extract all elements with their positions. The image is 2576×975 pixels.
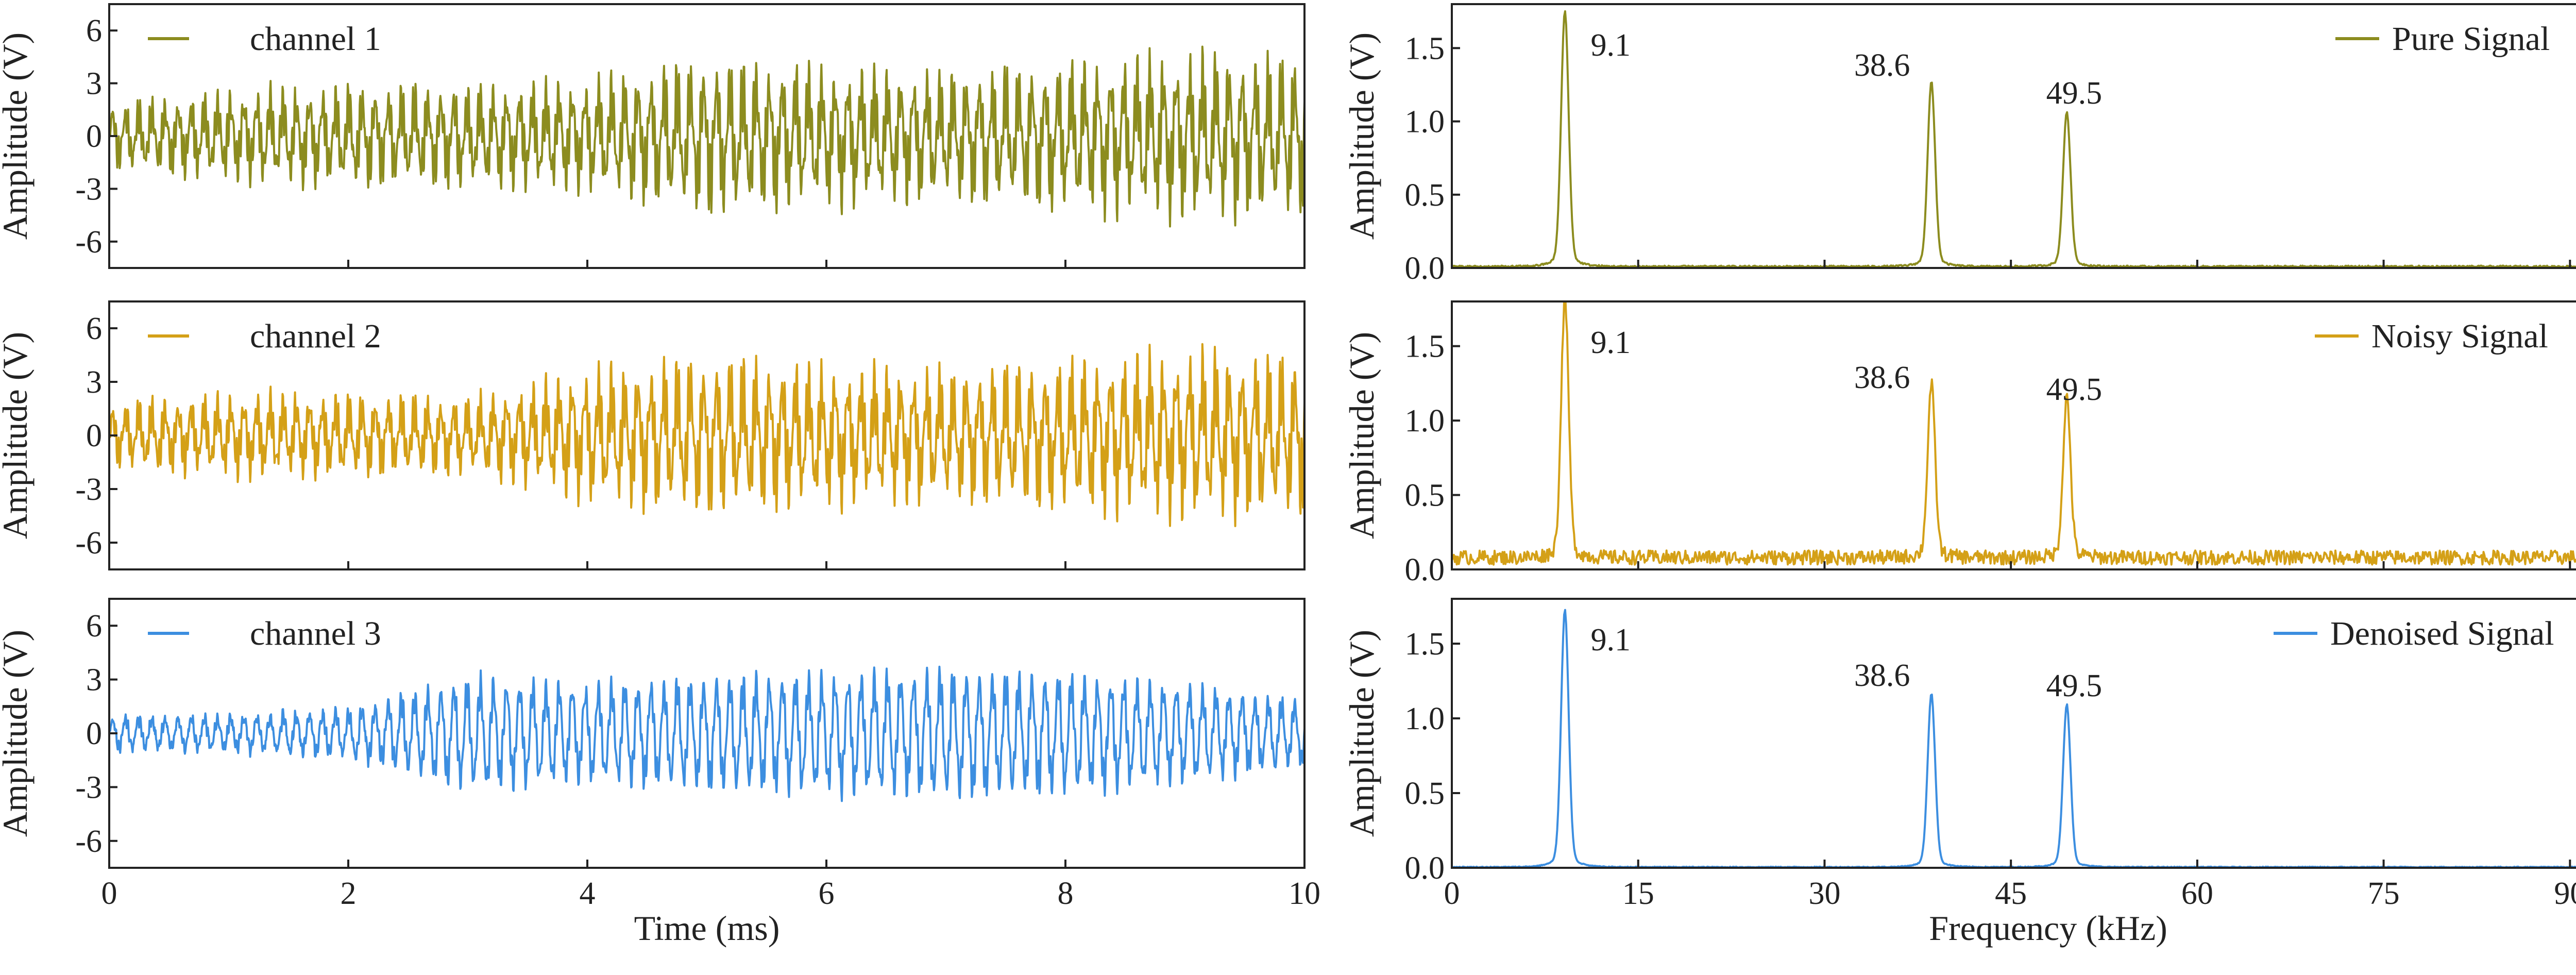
y-tick-label: 0 bbox=[86, 119, 102, 154]
x-tick-label: 60 bbox=[2181, 876, 2213, 911]
legend-label: channel 2 bbox=[250, 317, 381, 355]
plot-frame bbox=[1451, 300, 2576, 570]
y-tick-label: 6 bbox=[86, 13, 102, 48]
legend-label: channel 3 bbox=[250, 615, 381, 652]
plot-frame bbox=[1451, 3, 2576, 269]
peak-label: 49.5 bbox=[2046, 668, 2103, 703]
legend-label: Noisy Signal bbox=[2371, 317, 2548, 355]
subplot-spectrum-2: 1.5 1.0 0.5 0.0 Amplitude (V) Noisy Signal 9.1… bbox=[1342, 300, 2576, 587]
peak-label: 38.6 bbox=[1854, 658, 1910, 693]
y-tick-label: 0.5 bbox=[1405, 178, 1445, 213]
y-tick-label: 0.0 bbox=[1405, 552, 1445, 587]
y-tick-label: 3 bbox=[86, 365, 102, 400]
y-axis-label: Amplitude (V) bbox=[1342, 332, 1381, 539]
y-axis-label: Amplitude (V) bbox=[1342, 32, 1381, 240]
y-tick-label: -3 bbox=[75, 172, 102, 207]
y-tick-label: 6 bbox=[86, 609, 102, 644]
y-axis-label: Amplitude (V) bbox=[0, 32, 35, 240]
subplot-time-1: 6 3 0 -3 -6 Amplitude (V) channel 1 bbox=[0, 3, 1306, 269]
y-tick-label: 0.0 bbox=[1405, 851, 1445, 886]
x-tick-label: 0 bbox=[1444, 876, 1460, 911]
peak-label: 38.6 bbox=[1854, 48, 1910, 83]
plot-frame bbox=[1451, 598, 2576, 869]
y-tick-label: 6 bbox=[86, 311, 102, 346]
x-tick-label: 90 bbox=[2554, 876, 2576, 911]
x-tick-label: 30 bbox=[1808, 876, 1840, 911]
x-tick-label: 10 bbox=[1289, 876, 1320, 911]
y-tick-label: 0.0 bbox=[1405, 251, 1445, 286]
x-tick-label: 0 bbox=[101, 876, 117, 911]
subplot-spectrum-3: 1.5 1.0 0.5 0.00 15 30 45 60 75 90 Amplitude (V) Fr… bbox=[1342, 598, 2576, 948]
x-tick-label: 6 bbox=[819, 876, 835, 911]
y-tick-label: 1.5 bbox=[1405, 31, 1445, 66]
y-axis-label: Amplitude (V) bbox=[1342, 630, 1381, 837]
y-tick-label: 1.0 bbox=[1405, 701, 1445, 736]
legend-label: Pure Signal bbox=[2392, 20, 2550, 58]
legend-label: Denoised Signal bbox=[2330, 615, 2554, 652]
subplot-spectrum-1: 1.5 1.0 0.5 0.0 Amplitude (V) Pure Signal 9.1 3… bbox=[1342, 3, 2576, 286]
y-tick-label: -6 bbox=[75, 824, 102, 859]
x-tick-label: 15 bbox=[1622, 876, 1654, 911]
peak-label: 49.5 bbox=[2046, 76, 2103, 111]
y-tick-label: 0.5 bbox=[1405, 478, 1445, 513]
y-tick-label: 1.5 bbox=[1405, 329, 1445, 364]
y-axis-label: Amplitude (V) bbox=[0, 630, 35, 837]
y-tick-label: -3 bbox=[75, 770, 102, 805]
subplot-time-2: 6 3 0 -3 -6 Amplitude (V) channel 2 bbox=[0, 300, 1306, 570]
x-tick-label: 45 bbox=[1995, 876, 2027, 911]
x-axis-label: Frequency (kHz) bbox=[1929, 909, 2167, 948]
y-tick-label: 3 bbox=[86, 663, 102, 698]
peak-label: 49.5 bbox=[2046, 372, 2103, 407]
series-line bbox=[109, 665, 1304, 802]
y-tick-label: 0 bbox=[86, 418, 102, 453]
series-line bbox=[1452, 10, 2576, 268]
legend-label: channel 1 bbox=[250, 20, 381, 58]
y-tick-label: 0 bbox=[86, 716, 102, 751]
y-tick-label: -6 bbox=[75, 526, 102, 561]
peak-label: 9.1 bbox=[1590, 325, 1631, 360]
series-line bbox=[1452, 301, 2576, 566]
x-tick-label: 2 bbox=[341, 876, 357, 911]
y-tick-label: -3 bbox=[75, 472, 102, 507]
x-tick-label: 4 bbox=[580, 876, 596, 911]
series-line bbox=[109, 45, 1304, 228]
x-tick-label: 75 bbox=[2368, 876, 2400, 911]
y-tick-label: 1.0 bbox=[1405, 105, 1445, 140]
subplot-time-3: 6 3 0 -3 -6 0 2 4 6 8 10 Amplitude (V) Time (ms) chan… bbox=[0, 598, 1320, 948]
x-axis-label: Time (ms) bbox=[634, 909, 780, 948]
x-tick-label: 8 bbox=[1058, 876, 1074, 911]
y-tick-label: 1.0 bbox=[1405, 404, 1445, 439]
peak-label: 9.1 bbox=[1590, 623, 1631, 658]
y-axis-label: Amplitude (V) bbox=[0, 332, 35, 539]
y-tick-label: 1.5 bbox=[1405, 627, 1445, 662]
peak-label: 38.6 bbox=[1854, 360, 1910, 395]
y-tick-label: 0.5 bbox=[1405, 776, 1445, 811]
peak-label: 9.1 bbox=[1590, 28, 1631, 63]
y-tick-label: 3 bbox=[86, 66, 102, 102]
y-tick-label: -6 bbox=[75, 225, 102, 260]
series-line bbox=[109, 343, 1304, 527]
